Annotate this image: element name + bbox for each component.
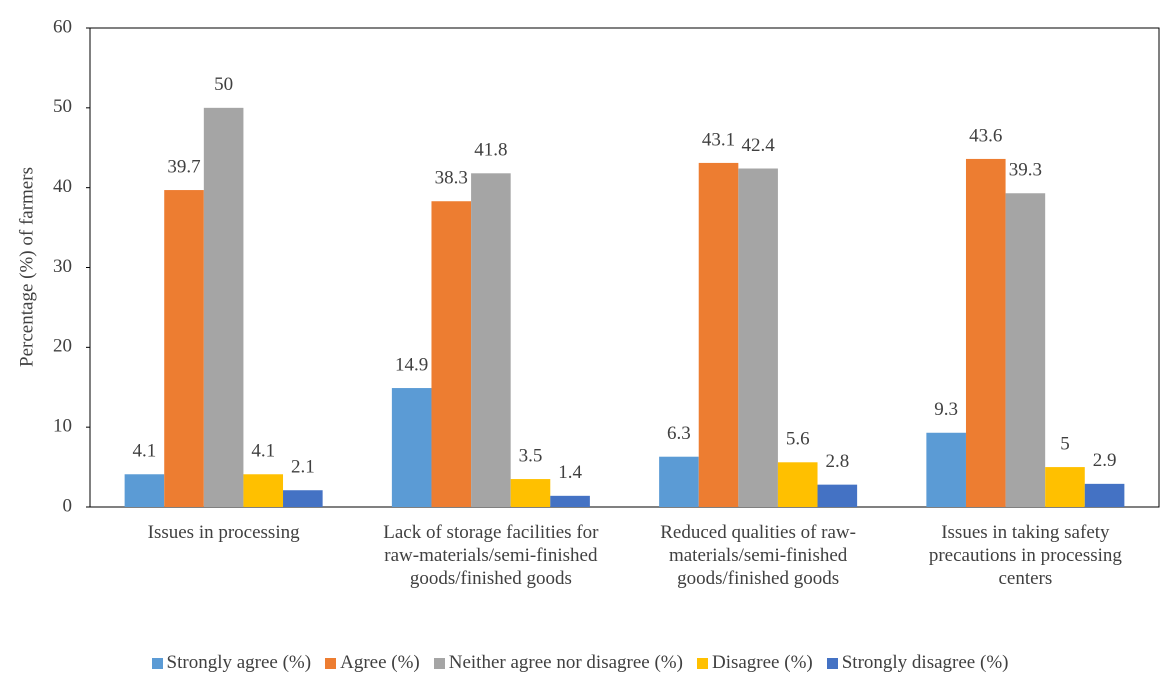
- bar: [659, 456, 699, 507]
- data-label: 50: [214, 74, 233, 95]
- data-label: 4.1: [133, 441, 157, 462]
- data-label: 2.9: [1093, 450, 1117, 471]
- bar: [510, 479, 551, 507]
- bar: [926, 432, 966, 507]
- bar: [471, 173, 511, 507]
- x-tick-label-box: Reduced qualities of raw-materials/semi-…: [660, 522, 856, 589]
- bar: [1045, 467, 1085, 507]
- bar: [777, 462, 818, 507]
- data-label: 5: [1060, 433, 1070, 454]
- legend-item: Neither agree nor disagree (%): [433, 652, 683, 674]
- legend-label: Neither agree nor disagree (%): [448, 652, 683, 673]
- bar: [431, 201, 472, 507]
- bar: [817, 484, 858, 507]
- data-label: 5.6: [786, 429, 810, 450]
- legend-swatch: [696, 657, 708, 669]
- bar: [698, 162, 739, 507]
- data-label: 1.4: [558, 462, 582, 483]
- chart: Percentage (%) of farmers 0 10 20 30 40 50 60 I…: [16, 16, 1160, 589]
- legend-label: Agree (%): [340, 652, 420, 673]
- x-tick-label: Issues in processing: [147, 522, 300, 543]
- data-label: 2.1: [291, 457, 315, 478]
- legend-item: Agree (%): [325, 652, 420, 674]
- data-label: 42.4: [742, 135, 776, 156]
- y-tick-label: 20: [53, 336, 72, 357]
- bar: [203, 107, 244, 507]
- y-tick-label: 60: [53, 16, 72, 37]
- y-tick-label: 30: [53, 256, 72, 277]
- data-label: 6.3: [667, 423, 691, 444]
- legend-label: Disagree (%): [711, 652, 813, 673]
- legend-label: Strongly disagree (%): [841, 652, 1009, 673]
- bar: [124, 474, 165, 507]
- x-tick-label: Reduced qualities of raw-materials/semi-…: [660, 522, 856, 589]
- data-label: 39.7: [167, 156, 200, 177]
- y-axis-label: Percentage (%) of farmers: [16, 167, 37, 367]
- data-label: 43.6: [969, 125, 1002, 146]
- x-tick-label: Issues in taking safety precautions in p…: [928, 522, 1122, 589]
- data-label: 41.8: [474, 140, 507, 161]
- data-label: 9.3: [934, 399, 958, 420]
- bar: [391, 388, 432, 507]
- y-tick-label: 40: [53, 176, 72, 197]
- data-label: 43.1: [702, 129, 735, 150]
- bar: [965, 158, 1006, 507]
- y-tick-label: 0: [63, 495, 73, 516]
- y-tick-label: 10: [53, 416, 72, 437]
- x-tick-label-box: Lack of storage facilities for raw-mater…: [383, 522, 599, 589]
- x-tick-label: Lack of storage facilities for raw-mater…: [383, 522, 599, 589]
- legend-swatch: [433, 657, 445, 669]
- data-label: 38.3: [435, 168, 468, 189]
- x-tick-label-box: Issues in processing: [147, 522, 300, 543]
- bar: [243, 474, 284, 507]
- data-label: 3.5: [519, 445, 543, 466]
- legend-label: Strongly agree (%): [166, 652, 312, 673]
- legend-swatch: [151, 657, 163, 669]
- legend: Strongly agree (%) Agree (%) Neither agree…: [0, 652, 1160, 674]
- bar: [1005, 193, 1046, 507]
- legend-item: Strongly agree (%): [151, 652, 312, 674]
- bar: [550, 495, 590, 507]
- data-label: 2.8: [825, 451, 849, 472]
- data-label: 4.1: [251, 441, 275, 462]
- x-tick-label-box: Issues in taking safety precautions in p…: [928, 522, 1122, 589]
- y-tick-label: 50: [53, 96, 72, 117]
- data-label: 14.9: [395, 354, 428, 375]
- bar: [164, 190, 204, 508]
- bar: [738, 168, 778, 508]
- legend-item: Disagree (%): [696, 652, 813, 674]
- bar: [283, 490, 323, 507]
- legend-swatch: [826, 657, 838, 669]
- legend-swatch: [325, 657, 337, 669]
- data-label: 39.3: [1009, 160, 1042, 181]
- bar: [1084, 483, 1125, 507]
- legend-item: Strongly disagree (%): [826, 652, 1009, 674]
